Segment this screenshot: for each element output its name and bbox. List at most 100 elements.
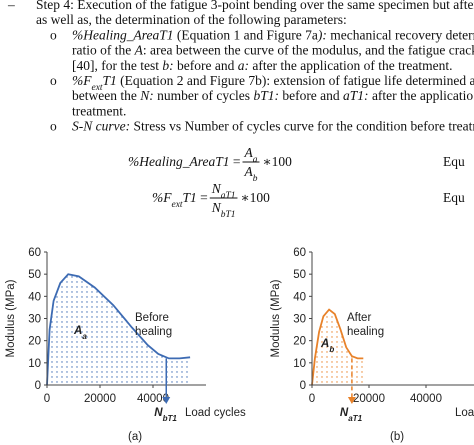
- text-run: ext: [92, 83, 103, 93]
- equation-numerator: Aa: [244, 145, 258, 165]
- text-line: %Healing_AreaT1 (Equation 1 and Figure 7…: [72, 27, 474, 42]
- text-run: A: [73, 325, 82, 337]
- text-run: before and: [279, 88, 343, 103]
- equation-lhs: %FextT1 =: [152, 190, 208, 210]
- text-run: b:: [162, 58, 173, 73]
- curve-label: Before: [135, 312, 169, 324]
- y-tick-label: 60: [28, 247, 41, 259]
- y-tick-label: 40: [293, 291, 306, 303]
- text-line: treatment.: [72, 103, 126, 118]
- shaded-area: [312, 309, 364, 385]
- panel-label: (b): [390, 431, 404, 443]
- text-run: aT1:: [343, 88, 369, 103]
- x-tick-label: 0: [309, 393, 315, 405]
- y-tick-label: 40: [28, 291, 41, 303]
- equation-denominator: NbT1: [211, 200, 236, 220]
- text-run: %F: [72, 73, 92, 88]
- y-tick-label: 20: [293, 336, 306, 348]
- text-run: N: [211, 200, 222, 215]
- text-run: [40], for the test: [72, 58, 162, 73]
- text-run: A: [244, 164, 254, 179]
- text-run: %Healing_AreaT1: [128, 154, 230, 169]
- text-run: N: [340, 407, 349, 419]
- shaded-area: [47, 274, 191, 385]
- text-run: b: [329, 345, 334, 354]
- text-run: number of cycles: [154, 88, 254, 103]
- text-run: N: [211, 181, 222, 196]
- text-run: T1: [183, 190, 197, 205]
- equation-number: Equ: [443, 154, 465, 169]
- cycles-label: NbT1: [154, 407, 177, 423]
- y-tick-label: 0: [35, 380, 41, 392]
- text-line: [40], for the test b: before and a: afte…: [72, 58, 453, 73]
- text-run: a:: [238, 58, 249, 73]
- text-line: Step 4: Execution of the fatigue 3-point…: [36, 0, 474, 12]
- text-run: (Equation 1 and Figure 7a: [174, 27, 318, 42]
- text-run: A: [320, 338, 329, 350]
- text-run: N:: [139, 88, 154, 103]
- text-run: mechanical recovery determin: [327, 27, 474, 42]
- curve: [311, 308, 364, 386]
- y-tick-label: 50: [28, 269, 41, 281]
- y-tick-label: 30: [28, 314, 41, 326]
- list-marker: o: [50, 73, 57, 88]
- text-run: between the: [72, 88, 140, 103]
- y-axis-label: Modulus (MPa): [5, 279, 17, 357]
- y-tick-label: 30: [293, 314, 306, 326]
- x-tick-label: 20000: [84, 393, 116, 405]
- text-run: Step 4: Execution of the fatigue 3-point…: [36, 0, 474, 12]
- curve-label: healing: [135, 326, 172, 338]
- y-tick-label: 60: [293, 247, 306, 259]
- panel-label: (a): [128, 431, 142, 443]
- chart: 0 10 20 30 40 50 60 0 20000 40000 Modulus (MPa) Loa…: [5, 247, 246, 443]
- curve-label: healing: [347, 326, 384, 338]
- text-run: Stress vs Number of cycles curve for the…: [130, 119, 474, 134]
- text-run: S-N curve:: [72, 119, 130, 134]
- y-tick-label: 10: [293, 358, 306, 370]
- x-axis-label: Load cycles: [185, 407, 246, 419]
- text-run: %Healing_AreaT1: [72, 27, 174, 42]
- equation-rhs: ∗100: [240, 190, 270, 205]
- y-axis-label: Modulus (MPa): [270, 279, 282, 357]
- x-axis-label: Loa: [455, 407, 474, 419]
- equation-rhs: ∗100: [262, 154, 292, 169]
- x-tick-label: 20000: [353, 393, 385, 405]
- text-run: aT1: [221, 191, 236, 201]
- equation-number: Equ: [443, 190, 465, 205]
- text-run: ratio of the: [72, 43, 135, 58]
- y-tick-label: 20: [28, 336, 41, 348]
- curve: [46, 273, 191, 386]
- text-run: a: [253, 155, 258, 165]
- text-run: a: [82, 332, 87, 341]
- y-tick-label: 10: [28, 358, 41, 370]
- x-tick-label: 40000: [137, 393, 169, 405]
- list-marker: o: [50, 27, 57, 42]
- list-marker: –: [7, 0, 15, 12]
- text-run: before and: [174, 58, 238, 73]
- text-run: A: [134, 43, 144, 58]
- text-line: ratio of the A: area between the curve o…: [72, 43, 474, 58]
- text-line: S-N curve: Stress vs Number of cycles cu…: [72, 119, 474, 134]
- area-label: Aa: [73, 325, 87, 341]
- text-run: =: [197, 190, 208, 205]
- x-tick-label: 0: [44, 393, 50, 405]
- text-run: (Equation 2 and Figure 7b): extension of…: [117, 73, 474, 88]
- list-marker: o: [50, 119, 57, 134]
- cycles-label: NaT1: [340, 407, 363, 423]
- text-run: T1: [103, 73, 117, 88]
- equation-numerator: NaT1: [211, 181, 236, 201]
- equation-denominator: Ab: [244, 164, 258, 184]
- y-tick-label: 50: [293, 269, 306, 281]
- text-run: after the application of the treatment.: [249, 58, 453, 73]
- text-run: after the applicatio: [369, 88, 474, 103]
- text-run: ):: [317, 27, 327, 42]
- arrow-head: [162, 397, 171, 404]
- text-run: treatment.: [72, 103, 126, 118]
- equation-lhs: %Healing_AreaT1 =: [128, 154, 241, 169]
- text-run: as well as, the determination of the fol…: [36, 12, 347, 27]
- text-run: %F: [152, 190, 172, 205]
- chart: 0 10 20 30 40 50 60 0 20000 40000 Modulus (MPa) Loa…: [270, 247, 474, 443]
- text-run: : area between the curve of the modulus,…: [143, 43, 474, 58]
- text-run: bT1: [221, 210, 236, 220]
